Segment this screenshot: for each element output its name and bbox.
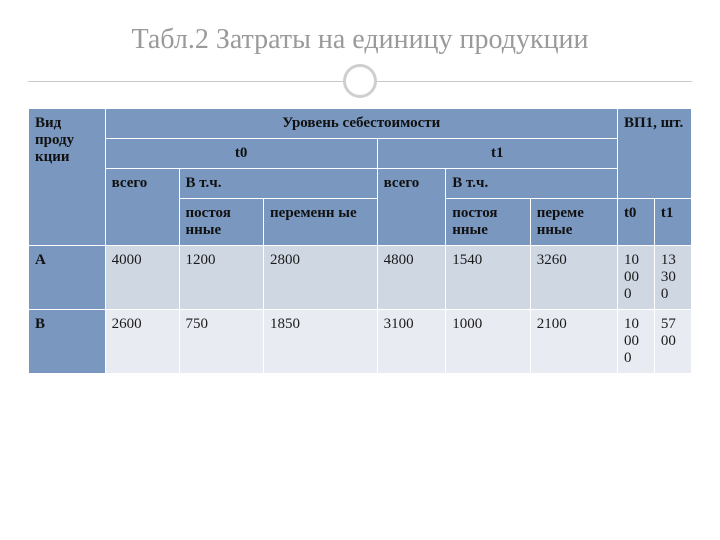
cell-var0: 2800 <box>264 246 378 310</box>
cell-vp0: 10 00 0 <box>617 310 654 374</box>
cell-var1: 2100 <box>530 310 617 374</box>
cell-total1: 4800 <box>377 246 446 310</box>
col-level: Уровень себестоимости <box>105 109 617 139</box>
header-row-2: t0 t1 <box>29 139 692 169</box>
cell-vp1: 13 30 0 <box>654 246 691 310</box>
cell-vp0: 10 00 0 <box>617 246 654 310</box>
col-const0: постоя нные <box>179 199 264 246</box>
col-const1: постоя нные <box>446 199 531 246</box>
cell-const1: 1000 <box>446 310 531 374</box>
slide: Табл.2 Затраты на единицу продукции Вид … <box>0 0 720 540</box>
cell-var1: 3260 <box>530 246 617 310</box>
col-vp-t1: t1 <box>654 199 691 246</box>
col-var0: переменн ые <box>264 199 378 246</box>
cell-total1: 3100 <box>377 310 446 374</box>
col-t1: t1 <box>377 139 617 169</box>
row-label: В <box>29 310 106 374</box>
row-label: А <box>29 246 106 310</box>
col-incl0: В т.ч. <box>179 169 377 199</box>
col-vp: ВП1, шт. <box>617 109 691 199</box>
col-t0: t0 <box>105 139 377 169</box>
divider-ring-icon <box>343 64 377 98</box>
cell-vp1: 57 00 <box>654 310 691 374</box>
col-kind: Вид проду кции <box>29 109 106 246</box>
header-row-1: Вид проду кции Уровень себестоимости ВП1… <box>29 109 692 139</box>
cost-table: Вид проду кции Уровень себестоимости ВП1… <box>28 108 692 374</box>
title-divider <box>28 64 692 98</box>
cell-total0: 4000 <box>105 246 179 310</box>
col-total1: всего <box>377 169 446 246</box>
slide-title: Табл.2 Затраты на единицу продукции <box>28 24 692 56</box>
cell-const0: 1200 <box>179 246 264 310</box>
col-incl1: В т.ч. <box>446 169 618 199</box>
cell-const1: 1540 <box>446 246 531 310</box>
col-total0: всего <box>105 169 179 246</box>
col-vp-t0: t0 <box>617 199 654 246</box>
header-row-3: всего В т.ч. всего В т.ч. <box>29 169 692 199</box>
cell-const0: 750 <box>179 310 264 374</box>
cell-total0: 2600 <box>105 310 179 374</box>
table-row: В 2600 750 1850 3100 1000 2100 10 00 0 5… <box>29 310 692 374</box>
col-var1: переме нные <box>530 199 617 246</box>
cell-var0: 1850 <box>264 310 378 374</box>
table-row: А 4000 1200 2800 4800 1540 3260 10 00 0 … <box>29 246 692 310</box>
